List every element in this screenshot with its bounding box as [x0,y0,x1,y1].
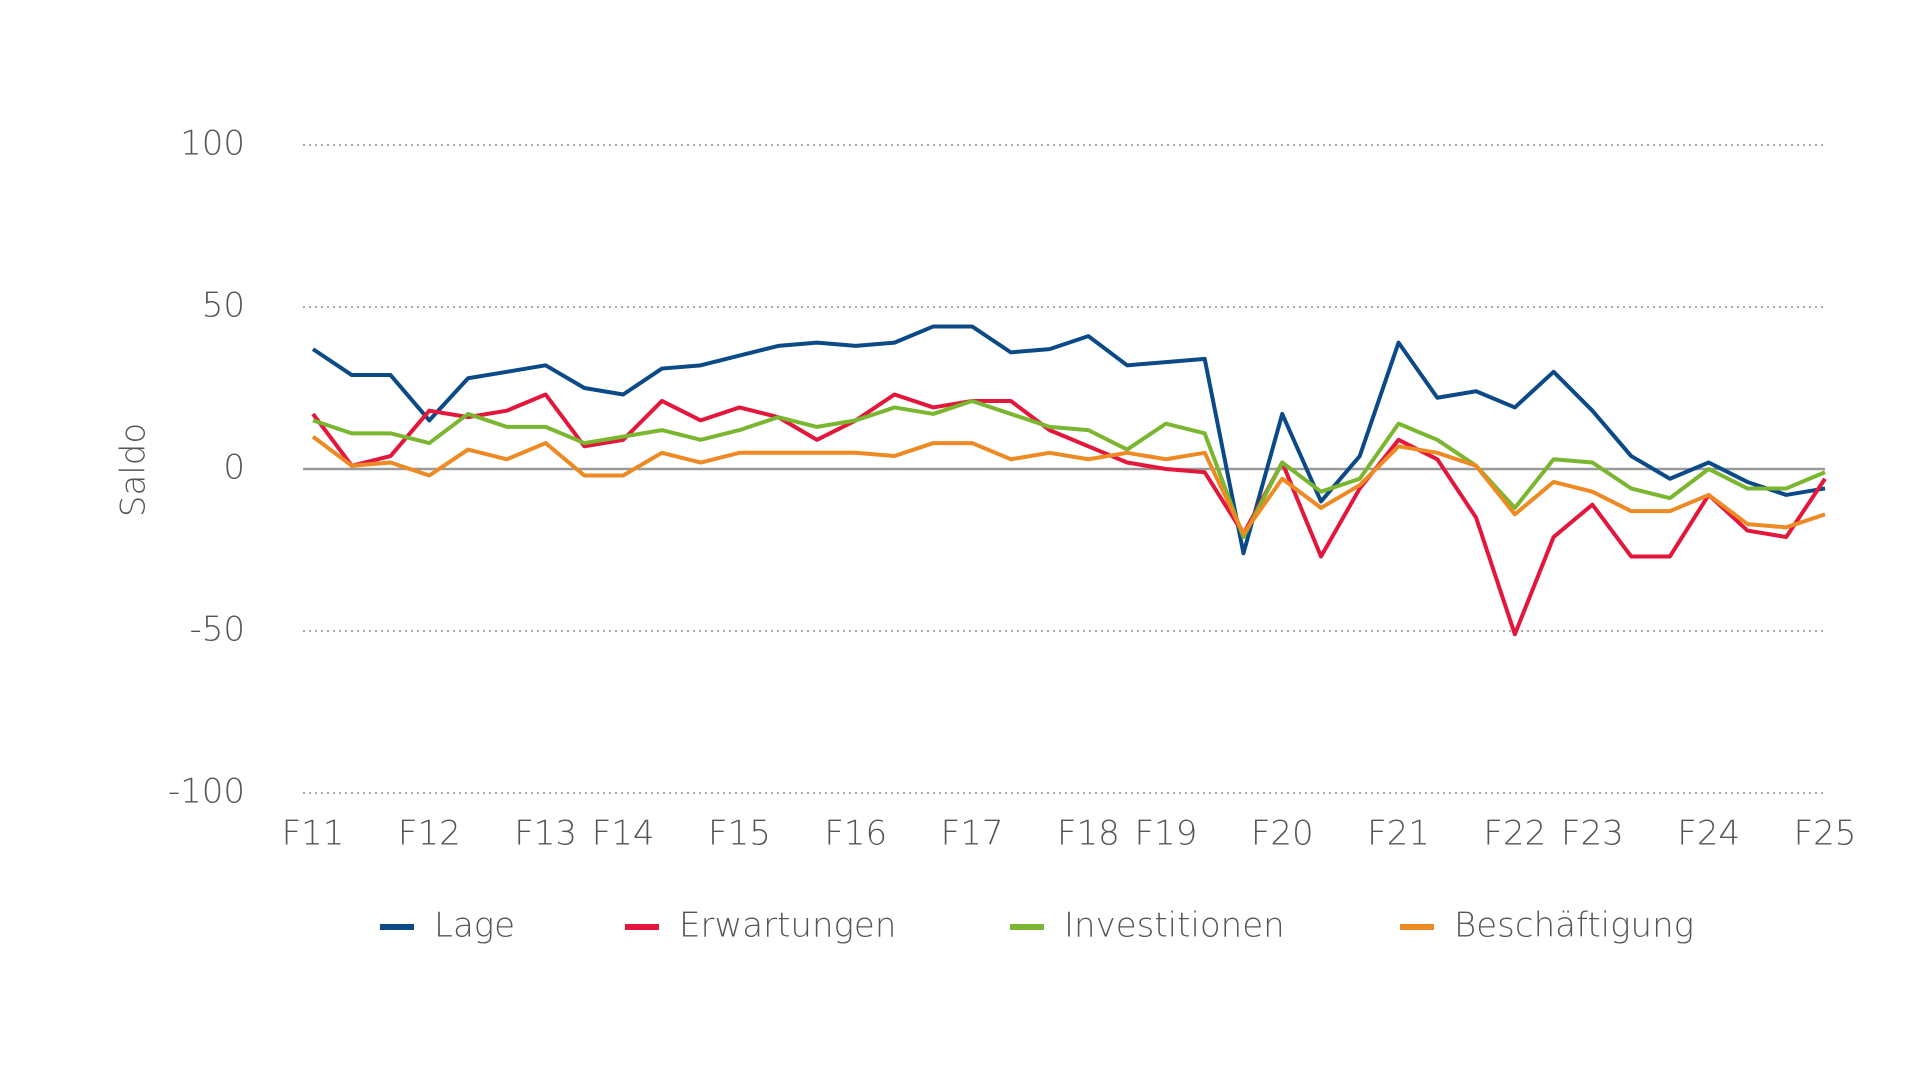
legend-label: Beschäftigung [1454,906,1694,946]
x-tick-label: F13 [514,814,577,854]
x-tick-label: F18 [1057,814,1120,854]
x-tick-label: F19 [1135,814,1198,854]
y-tick-label: -50 [189,610,245,650]
x-tick-label: F15 [708,814,771,854]
x-tick-label: F12 [398,814,461,854]
x-tick-label: F11 [282,814,345,854]
x-tick-label: F21 [1367,814,1430,854]
x-tick-label: F14 [592,814,655,854]
y-axis-label: Saldo [114,423,154,517]
legend-label: Investitionen [1064,906,1285,946]
y-tick-label: -100 [168,772,245,812]
series-line [312,398,1826,540]
x-tick-label: F23 [1561,814,1624,854]
legend-label: Lage [434,906,515,946]
x-tick-label: F25 [1794,814,1857,854]
legend-label: Erwartungen [679,906,896,946]
series-line [311,324,1826,556]
x-tick-label: F22 [1483,814,1546,854]
y-tick-label: 100 [180,124,245,164]
x-tick-label: F24 [1677,814,1740,854]
x-tick-label: F20 [1251,814,1314,854]
x-tick-label: F16 [824,814,887,854]
y-tick-label: 50 [202,286,245,326]
series-line [311,392,1827,637]
series-line [311,435,1826,536]
x-tick-label: F17 [941,814,1004,854]
y-tick-label: 0 [223,448,245,488]
